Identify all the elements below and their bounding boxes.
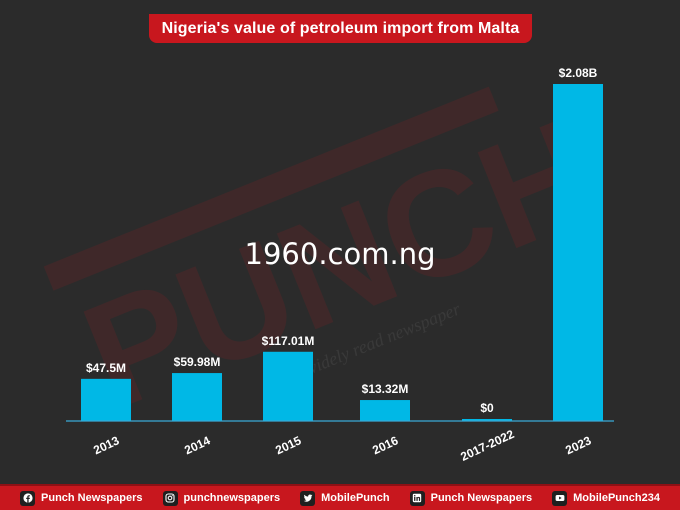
- social-link-instagram[interactable]: punchnewspapers: [162, 490, 281, 506]
- instagram-icon: [162, 490, 178, 506]
- social-link-linkedin[interactable]: Punch Newspapers: [409, 490, 533, 506]
- bar-2023: [553, 84, 603, 421]
- social-label: Punch Newspapers: [41, 492, 143, 504]
- twitter-icon: [300, 490, 316, 506]
- x-tick-label-2013: 2013: [91, 433, 121, 457]
- social-label: MobilePunch: [321, 492, 390, 504]
- facebook-icon: [20, 490, 36, 506]
- bar-chart: $47.5M 2013 $59.98M 2014 $117.01M 2015 $13.32M…: [66, 66, 614, 464]
- x-tick-label-2015: 2015: [273, 433, 303, 457]
- social-link-facebook[interactable]: Punch Newspapers: [20, 490, 143, 506]
- linkedin-icon: [409, 490, 425, 506]
- bar-2014: [172, 373, 222, 421]
- bar-2017-2022: [462, 419, 512, 421]
- youtube-icon: [552, 490, 568, 506]
- bar-2013: [81, 378, 131, 421]
- x-tick-label-2023: 2023: [563, 433, 593, 457]
- bar-2016: [360, 400, 410, 421]
- social-link-twitter[interactable]: MobilePunch: [300, 490, 390, 506]
- chart-title: Nigeria's value of petroleum import from…: [161, 19, 520, 37]
- value-label-2016: $13.32M: [362, 382, 409, 396]
- value-label-2013: $47.5M: [86, 361, 126, 375]
- bar-2015: [263, 351, 313, 421]
- social-footer: Punch Newspapers punchnewspapers MobilePun…: [0, 484, 680, 510]
- x-tick-label-2016: 2016: [370, 433, 400, 457]
- value-label-2015: $117.01M: [262, 334, 315, 348]
- value-label-2023: $2.08B: [559, 66, 598, 80]
- title-banner: Nigeria's value of petroleum import from…: [149, 14, 532, 43]
- social-label: punchnewspapers: [183, 492, 281, 504]
- x-tick-label-2014: 2014: [182, 433, 212, 457]
- social-link-youtube[interactable]: MobilePunch234: [552, 490, 660, 506]
- value-label-2014: $59.98M: [174, 355, 221, 369]
- overlay-site-text: 1960.com.ng: [245, 237, 436, 271]
- social-label: Punch Newspapers: [430, 492, 533, 504]
- x-tick-label-2017-2022: 2017-2022: [458, 427, 516, 464]
- social-label: MobilePunch234: [573, 492, 660, 504]
- value-label-2017-2022: $0: [480, 401, 494, 415]
